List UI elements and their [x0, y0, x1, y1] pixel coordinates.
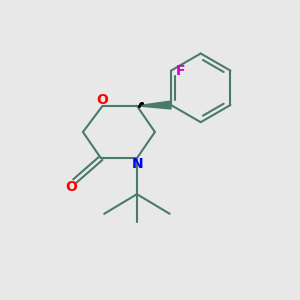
Text: O: O — [65, 180, 77, 194]
Text: N: N — [132, 157, 143, 171]
Text: O: O — [96, 93, 108, 107]
Polygon shape — [137, 101, 171, 109]
Text: F: F — [176, 64, 185, 78]
